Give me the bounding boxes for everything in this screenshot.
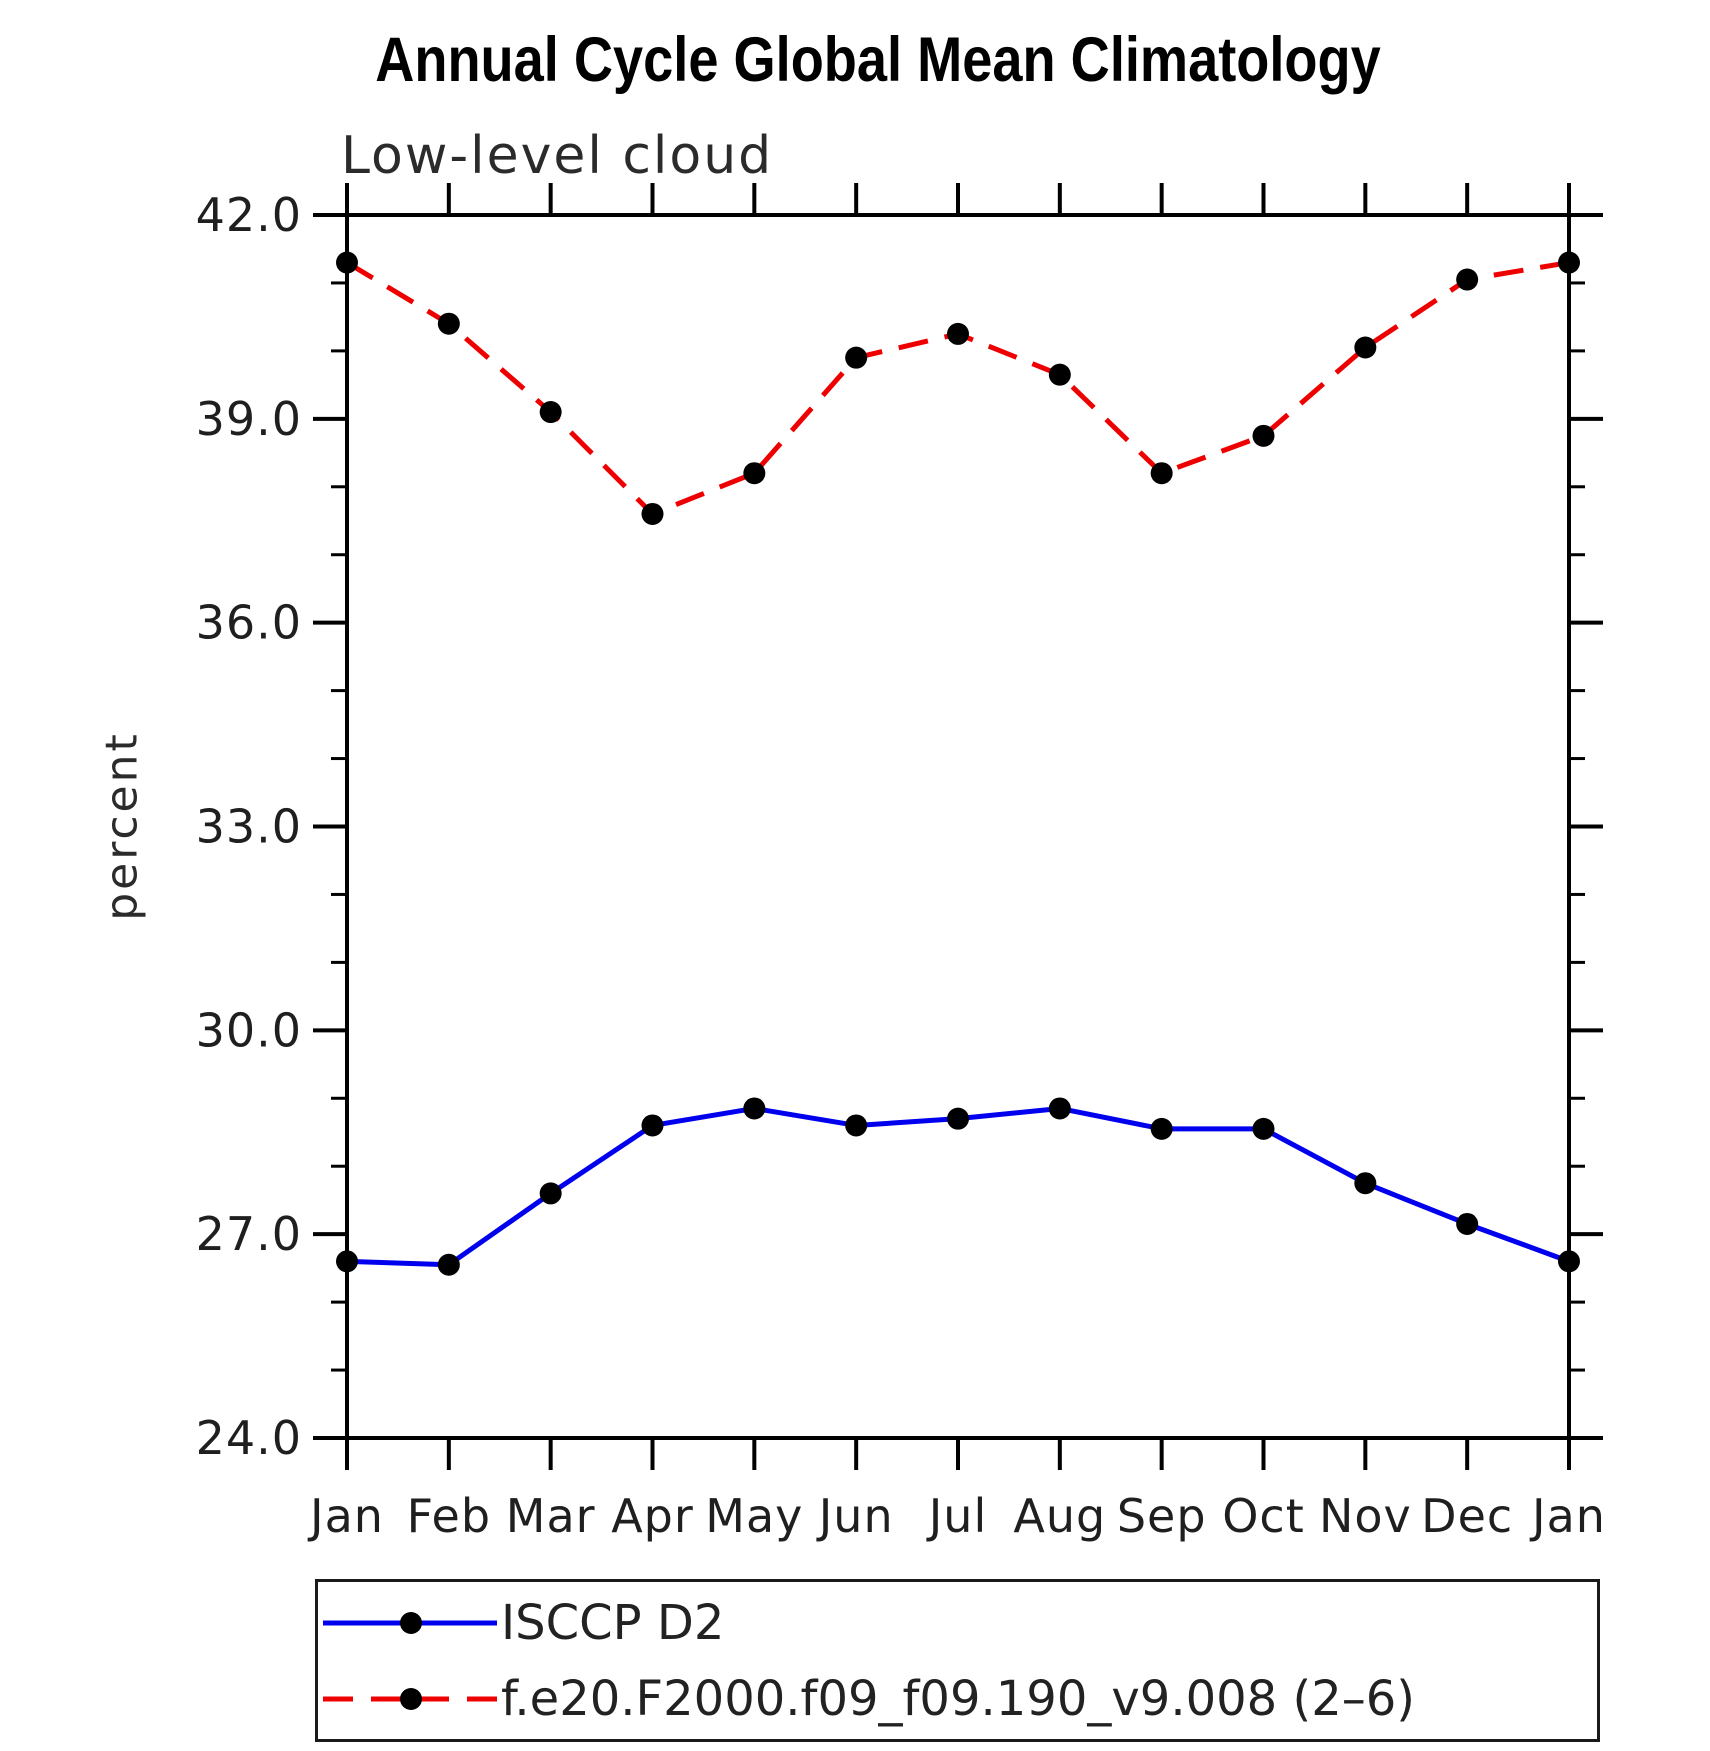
data-point-series-0 — [437, 1253, 460, 1276]
chart-title: Annual Cycle Global Mean Climatology — [375, 25, 1381, 95]
data-point-series-0 — [539, 1182, 562, 1205]
y-tick-label: 27.0 — [196, 1207, 302, 1261]
data-point-series-0 — [336, 1250, 358, 1273]
legend-label-isccp: ISCCP D2 — [501, 1594, 725, 1651]
x-tick-label: May — [705, 1489, 803, 1543]
legend-item-model: f.e20.F2000.f09_f09.190_v9.008 (2–6) — [323, 1664, 1597, 1734]
legend-label-model: f.e20.F2000.f09_f09.190_v9.008 (2–6) — [501, 1670, 1415, 1727]
legend-item-isccp: ISCCP D2 — [323, 1588, 1597, 1658]
data-point-series-0 — [743, 1097, 766, 1120]
data-point-series-0 — [1150, 1117, 1173, 1140]
data-point-series-1 — [947, 322, 969, 345]
x-tick-label: Sep — [1117, 1489, 1207, 1543]
legend-swatch-dashed-line — [323, 1687, 497, 1710]
x-tick-label: Dec — [1421, 1489, 1513, 1543]
y-tick-label: 33.0 — [196, 800, 302, 854]
x-tick-label: Oct — [1222, 1489, 1305, 1543]
data-point-series-1 — [845, 346, 868, 369]
y-tick-label: 30.0 — [196, 1003, 302, 1057]
series-line-0 — [346, 1105, 1570, 1268]
plot-frame — [345, 213, 1571, 1440]
data-point-series-0 — [1558, 1250, 1580, 1273]
chart-subtitle: Low-level cloud — [341, 126, 774, 186]
x-tick-label: Jul — [926, 1489, 988, 1543]
data-point-series-1 — [743, 462, 766, 485]
data-point-series-1 — [1558, 251, 1580, 274]
data-point-series-1 — [1354, 336, 1377, 359]
legend-marker-dot — [400, 1687, 422, 1710]
data-point-series-0 — [947, 1107, 969, 1130]
y-tick-label: 36.0 — [196, 596, 302, 650]
data-point-series-1 — [641, 502, 664, 525]
x-tick-label: Jan — [307, 1489, 384, 1543]
legend-marker-dot — [400, 1611, 422, 1634]
x-tick-label: Feb — [407, 1489, 491, 1543]
y-tick-label: 24.0 — [196, 1411, 302, 1465]
data-point-series-1 — [1048, 363, 1071, 386]
data-point-series-0 — [1456, 1212, 1479, 1235]
x-tick-label: Apr — [611, 1489, 694, 1543]
data-point-series-0 — [1048, 1097, 1071, 1120]
x-tick-label: Jun — [816, 1489, 894, 1543]
x-tick-label: Jan — [1529, 1489, 1606, 1543]
data-point-series-1 — [336, 251, 358, 274]
series-line-1 — [345, 260, 1570, 517]
data-point-series-1 — [1456, 268, 1479, 291]
y-tick-label: 42.0 — [196, 188, 302, 242]
data-point-series-1 — [1252, 424, 1275, 447]
data-point-series-0 — [641, 1114, 664, 1137]
data-point-series-1 — [437, 312, 460, 335]
data-point-series-0 — [845, 1114, 868, 1137]
x-tick-label: Nov — [1319, 1489, 1412, 1543]
data-point-series-0 — [1354, 1172, 1377, 1195]
legend-swatch-solid-line — [323, 1611, 497, 1634]
y-tick-label: 39.0 — [196, 392, 302, 446]
x-tick-label: Mar — [506, 1489, 596, 1543]
legend-box: ISCCP D2 f.e20.F2000.f09_f09.190_v9.008 … — [315, 1579, 1600, 1742]
data-point-series-0 — [1252, 1117, 1275, 1140]
data-point-series-1 — [1150, 462, 1173, 485]
x-tick-label: Aug — [1013, 1489, 1106, 1543]
data-point-series-1 — [539, 401, 562, 424]
